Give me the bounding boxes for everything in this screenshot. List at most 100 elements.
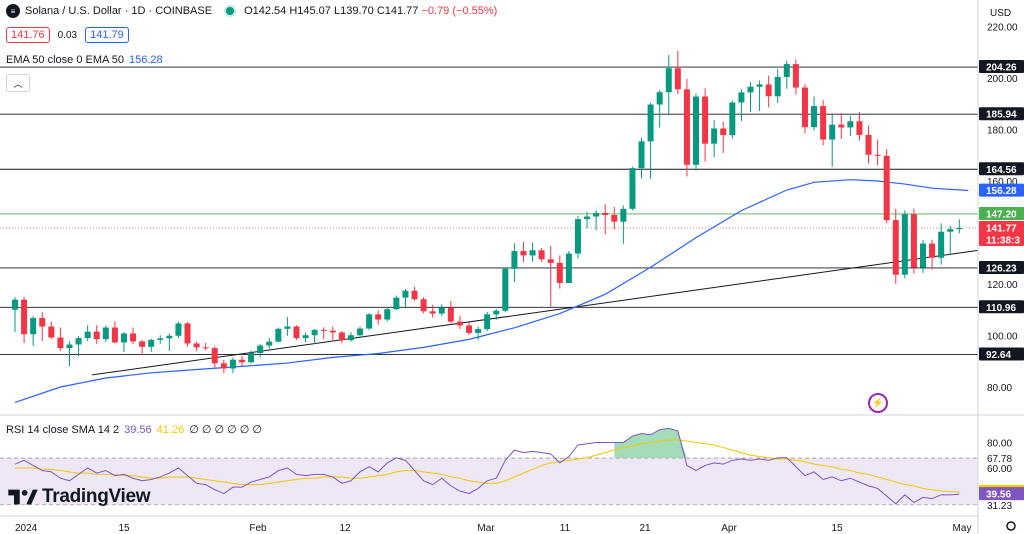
candle	[547, 245, 554, 307]
rsi-badge-bg	[979, 487, 1024, 501]
candle	[12, 297, 18, 332]
candle	[302, 332, 309, 342]
candle	[929, 239, 936, 270]
candle-body	[202, 347, 209, 349]
candle	[947, 225, 954, 255]
candle	[693, 93, 699, 171]
rsi-line	[14, 427, 960, 505]
y-tick-label: 180.00	[987, 126, 1018, 137]
candle	[120, 332, 127, 352]
candle-body	[665, 68, 672, 93]
candle-body	[502, 268, 509, 311]
market-open-dot-icon	[226, 7, 235, 15]
candle	[21, 296, 28, 343]
price-badge-text: 110.96	[986, 303, 1016, 314]
collapse-legend-button[interactable]: ︿	[6, 74, 30, 92]
candle-body	[565, 253, 572, 283]
candle-body	[920, 243, 926, 268]
candle	[901, 210, 908, 279]
candle-body	[484, 314, 491, 330]
candle-body	[556, 262, 563, 283]
candle	[838, 113, 845, 140]
candle-body	[711, 128, 718, 144]
symbol-legend[interactable]: ≡ Solana / U.S. Dollar · 1D · COINBASE O…	[6, 4, 497, 18]
candle-body	[429, 311, 436, 314]
rsi-tick-label: 60.00	[987, 464, 1012, 475]
candle	[66, 341, 73, 367]
logo-text: TradingView	[42, 486, 151, 507]
price-badge-text: 126.23	[986, 263, 1017, 274]
candle	[892, 208, 899, 284]
sell-button[interactable]: 141.76	[6, 27, 50, 43]
candle-body	[674, 68, 681, 90]
candle-body	[838, 124, 845, 128]
candle-body	[593, 212, 600, 217]
lightning-icon[interactable]: ⚡	[868, 393, 888, 413]
candle	[656, 90, 663, 128]
candle	[420, 297, 427, 314]
candle-body	[357, 328, 364, 336]
buy-button[interactable]: 141.79	[85, 27, 129, 43]
price-badge-text: 92.64	[986, 350, 1011, 361]
trendline-layer	[91, 249, 979, 376]
rsi-legend[interactable]: RSI 14 close SMA 14 2 39.56 41.26 ∅ ∅ ∅ …	[6, 423, 262, 437]
candle-body	[874, 154, 881, 156]
candle-body	[347, 335, 354, 341]
price-badge-bg	[979, 232, 1024, 246]
close-value: C141.77	[376, 5, 419, 17]
candle	[538, 247, 545, 262]
candle-body	[774, 76, 781, 97]
tradingview-logo[interactable]: TradingView	[8, 486, 151, 508]
candle-body	[338, 332, 345, 341]
candle-body	[302, 335, 309, 339]
candle-body	[629, 168, 636, 209]
candle	[375, 310, 382, 325]
candle-body	[738, 92, 745, 103]
candle	[593, 210, 600, 231]
candle	[729, 100, 736, 139]
ema-label: EMA 50 close 0 EMA 50	[6, 54, 125, 66]
candle	[910, 208, 917, 274]
candle-body	[883, 155, 890, 221]
candle	[366, 313, 373, 330]
candle	[756, 80, 763, 111]
candle	[711, 120, 718, 158]
candle	[347, 332, 354, 342]
trade-buttons: 141.76 0.03 141.79	[6, 27, 129, 43]
ema-legend[interactable]: EMA 50 close 0 EMA 50 156.28	[6, 54, 163, 66]
candle-body	[747, 86, 754, 93]
rsi-tick-label: 80.00	[987, 438, 1012, 449]
candle-body	[720, 128, 727, 136]
candle	[665, 55, 672, 115]
candle-body	[102, 327, 109, 340]
candle	[856, 111, 863, 141]
candle	[829, 114, 836, 167]
candle	[39, 312, 46, 341]
candle-body	[820, 106, 827, 140]
candle	[520, 241, 527, 263]
candle-body	[729, 102, 736, 136]
candle-body	[239, 359, 245, 363]
price-badge-text: 147.20	[986, 209, 1017, 220]
price-badge-text: 11:38:3	[986, 235, 1020, 246]
candle	[774, 68, 781, 103]
candle-body	[529, 250, 536, 256]
candle	[811, 96, 818, 131]
x-tick-label: Feb	[249, 523, 267, 534]
ema-value: 156.28	[129, 54, 163, 66]
candle	[674, 50, 681, 95]
candle-body	[139, 341, 146, 347]
price-badge-text: 185.94	[986, 110, 1017, 121]
candle	[620, 205, 627, 244]
candle	[320, 327, 327, 340]
price-badge-bg	[979, 347, 1024, 361]
x-tick-label: Apr	[721, 523, 737, 534]
candles-layer	[12, 50, 963, 374]
candle	[565, 251, 572, 284]
candle-body	[393, 297, 400, 310]
candle-body	[892, 220, 899, 275]
candle	[493, 308, 500, 320]
candle-body	[375, 314, 382, 320]
price-badge-text: 204.26	[986, 63, 1017, 74]
